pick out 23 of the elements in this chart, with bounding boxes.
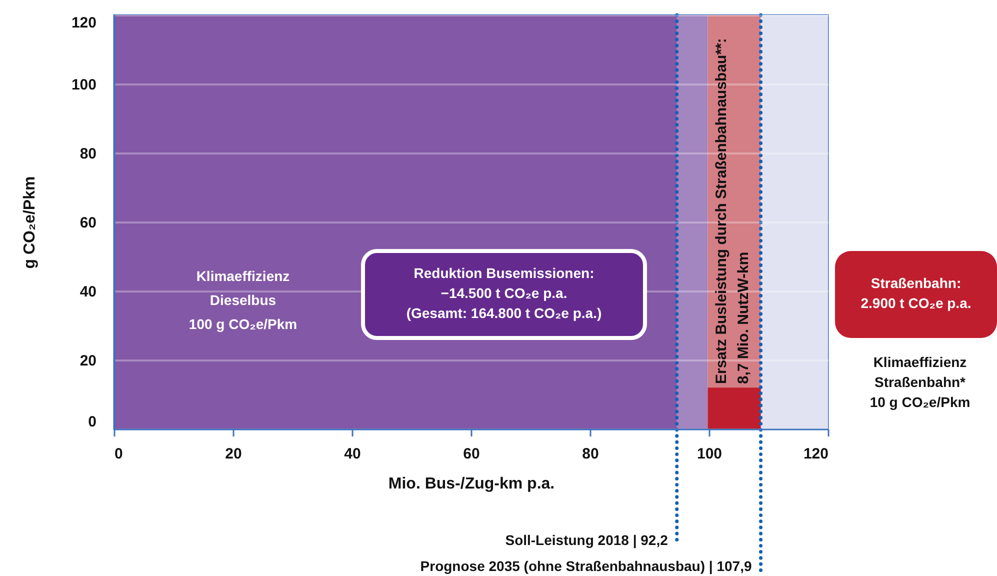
x-tick-label: 60 xyxy=(463,446,480,462)
rounded-box: Straßenbahn: 2.900 t CO₂e p.a. xyxy=(835,251,997,338)
y-tick-label: 80 xyxy=(80,146,96,162)
text: Klimaeffizienz Straßenbahn* 10 g CO₂e/Pkm xyxy=(868,353,972,412)
y-tick-label: 60 xyxy=(80,214,96,232)
rounded-box: Reduktion Busemissionen: −14.500 t CO₂e p.a. (Gesamt: 164.800 t CO₂e p.a.) xyxy=(361,249,647,340)
y-tick-label: 20 xyxy=(80,352,96,370)
y-tick-label: 0 xyxy=(88,414,96,430)
x-tick-label: 100 xyxy=(696,446,722,462)
x-tick-label: 120 xyxy=(803,446,828,462)
x-tick-label: 80 xyxy=(582,446,599,462)
y-tick-label: 100 xyxy=(71,76,96,94)
annotation: Ersatz Busleistung durch Straßenbahnausbau**: 8,7 Mio. NutzW-km xyxy=(712,37,753,384)
ref-line-label: Prognose 2035 (ohne Straßenbahnausbau) | 107,9 xyxy=(420,558,752,575)
y-axis-title: g CO₂e/Pkm xyxy=(21,176,38,269)
y-tick-label: 40 xyxy=(80,284,96,300)
annotation: Klimaeffizienz Dieselbus 100 g CO₂e/Pkm xyxy=(188,267,298,334)
x-tick-label: 20 xyxy=(225,446,242,462)
x-tick-label: 0 xyxy=(114,446,123,462)
x-axis-title: Mio. Bus-/Zug-km p.a. xyxy=(388,476,555,492)
ref-line-label: Soll-Leistung 2018 | 92,2 xyxy=(505,532,668,549)
y-tick-label: 120 xyxy=(71,14,96,32)
x-tick-label: 40 xyxy=(344,446,361,462)
